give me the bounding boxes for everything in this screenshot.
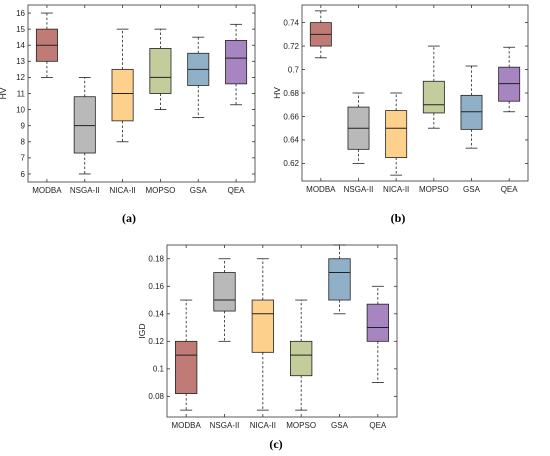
box-qea [366,303,389,342]
box-qea [225,40,248,85]
box-mopso [290,340,313,377]
y-tick-label: 0.08 [148,392,164,401]
x-tick-label: GSA [190,186,208,195]
box-mopso [422,80,445,114]
box-gsa [328,258,351,301]
y-tick-label: 7 [21,154,26,163]
y-tick-label: 11 [17,89,26,98]
box-nica-ii [385,110,408,158]
y-tick-label: 0.68 [283,89,299,98]
x-tick-label: NICA-II [383,185,409,194]
y-tick-label: 16 [16,9,25,18]
y-tick-label: 0.1 [153,365,165,374]
x-tick-label: NICA-II [250,421,276,430]
box-modba [175,340,198,395]
y-tick-label: 0.62 [283,159,299,168]
y-tick-label: 0.64 [283,136,299,145]
x-tick-label: MOPSO [419,185,449,194]
x-tick-label: QEA [228,186,246,195]
y-tick-label: 0.66 [283,112,299,121]
x-tick-label: MODBA [171,421,201,430]
x-tick-label: NSGA-II [210,421,240,430]
y-tick-label: 0.14 [148,310,164,319]
y-tick-label: 0.12 [148,337,164,346]
plot-area [27,4,256,183]
y-tick-label: 0.16 [148,282,164,291]
y-tick-label: 0.72 [283,42,299,51]
y-axis-label: HV [0,87,8,99]
y-tick-label: 15 [16,25,25,34]
panel-label-b: (b) [391,211,406,225]
plot-area [166,244,398,418]
y-tick-label: 12 [16,73,25,82]
y-tick-label: 10 [16,105,25,114]
y-tick-label: 0.18 [148,255,164,264]
y-axis-label: HV [272,87,282,99]
box-nica-ii [111,68,134,122]
y-tick-label: 9 [21,121,26,130]
x-tick-label: MOPSO [286,421,316,430]
y-tick-label: 14 [16,41,25,50]
y-axis-label: IGD [137,323,147,338]
plot-area [301,4,529,182]
box-nsga-ii [73,96,96,154]
x-tick-label: NSGA-II [70,186,100,195]
x-tick-label: MODBA [32,186,62,195]
box-gsa [460,94,483,130]
chart-panel-b: 0.62 0.64 0.66 0.68 0.7 0.72 0.74 HV MODBA NSGA-I… [272,4,529,194]
x-tick-label: MODBA [306,185,336,194]
y-tick-label: 8 [21,138,26,147]
x-tick-label: QEA [369,421,387,430]
y-tick-label: 0.7 [288,65,300,74]
x-tick-label: NSGA-II [344,185,374,194]
y-tick-label: 13 [16,57,25,66]
x-tick-label: MOPSO [146,186,176,195]
box-mopso [149,48,172,94]
y-tick-label: 0.74 [283,18,299,27]
panel-label-a: (a) [122,211,136,225]
x-tick-label: GSA [463,185,481,194]
box-qea [498,66,521,102]
x-tick-label: NICA-II [109,186,135,195]
panel-label-c: (c) [269,437,282,451]
x-tick-label: QEA [501,185,519,194]
y-tick-label: 6 [21,170,26,179]
box-nica-ii [251,299,274,353]
chart-panel-a: 6 7 8 9 10 11 12 13 14 15 16 HV MODBA NSGA-II NICA-II M… [0,4,256,195]
x-tick-label: GSA [331,421,349,430]
box-nsga-ii [213,272,236,312]
chart-panel-c: 0.08 0.1 0.12 0.14 0.16 0.18 IGD MODBA NSGA-II NI… [137,244,398,430]
